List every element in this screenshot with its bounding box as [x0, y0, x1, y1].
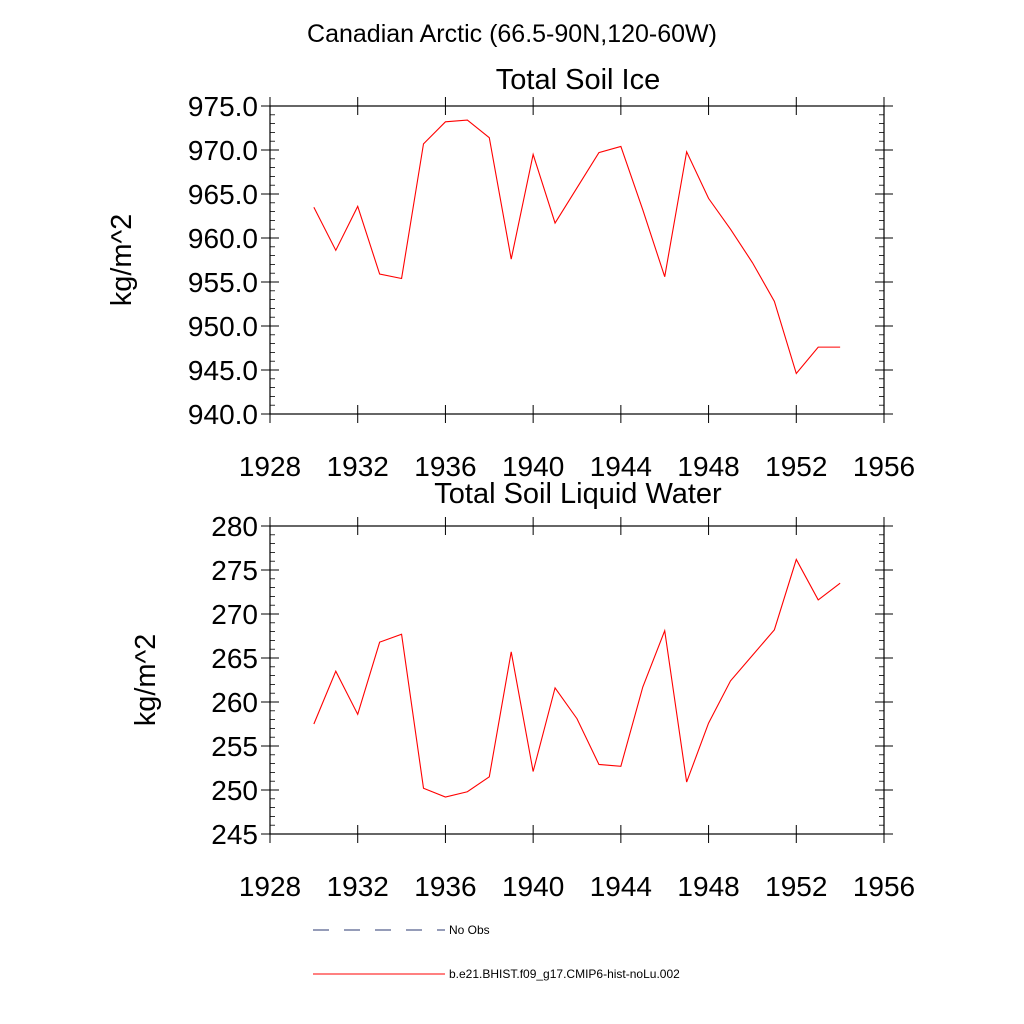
y-tick-label: 940.0 — [188, 399, 258, 430]
x-tick-label: 1932 — [327, 871, 389, 902]
panel-title: Total Soil Liquid Water — [434, 478, 722, 510]
y-tick-label: 975.0 — [188, 91, 258, 122]
x-tick-label: 1940 — [502, 871, 564, 902]
y-axis: 245 250 255 260 265 270 275 280 — [211, 511, 893, 850]
x-tick-label: 1928 — [239, 871, 301, 902]
legend-entry-model-run: b.e21.BHIST.f09_g17.CMIP6-hist-noLu.002 — [313, 967, 680, 981]
x-axis: 1928 1932 1936 1940 1944 1948 1952 1956 — [239, 97, 915, 482]
series-group — [313, 119, 841, 375]
x-tick-label: 1936 — [414, 871, 476, 902]
y-tick-label: 950.0 — [188, 311, 258, 342]
x-tick-label: 1952 — [765, 871, 827, 902]
x-tick-label: 1952 — [765, 451, 827, 482]
panel-total-soil-liquid-water: Total Soil Liquid Water 2452502552602652… — [130, 478, 915, 902]
legend-entry-no-obs: No Obs — [313, 923, 490, 937]
x-tick-label: 1948 — [677, 871, 739, 902]
x-tick-label: 1932 — [327, 451, 389, 482]
y-tick-label: 965.0 — [188, 179, 258, 210]
y-tick-label: 960.0 — [188, 223, 258, 254]
x-axis: 1928 1932 1936 1940 1944 1948 1952 1956 — [239, 517, 915, 902]
y-axis-label: kg/m^2 — [106, 214, 138, 307]
y-tick-label: 280 — [211, 511, 258, 542]
figure-suptitle: Canadian Arctic (66.5-90N,120-60W) — [307, 20, 717, 48]
y-tick-label: 970.0 — [188, 135, 258, 166]
panel-total-soil-ice: Total Soil Ice 940.0 945.0 950.0 955.0 960.0… — [106, 64, 915, 482]
series-group — [313, 558, 841, 798]
y-axis: 940.0 945.0 950.0 955.0 960.0 965.0 970.0 975.0 — [188, 91, 893, 430]
x-tick-label: 1936 — [414, 451, 476, 482]
plot-frame — [269, 525, 885, 835]
y-tick-label: 265 — [211, 643, 258, 674]
x-tick-label: 1956 — [853, 451, 915, 482]
y-tick-label: 260 — [211, 687, 258, 718]
x-tick-label: 1944 — [590, 451, 652, 482]
y-tick-label: 250 — [211, 775, 258, 806]
legend-label: No Obs — [449, 923, 490, 937]
plot-frame — [269, 105, 885, 415]
y-tick-label: 270 — [211, 599, 258, 630]
y-tick-label: 955.0 — [188, 267, 258, 298]
x-tick-label: 1956 — [853, 871, 915, 902]
panel-title: Total Soil Ice — [496, 64, 660, 96]
legend: No Obs b.e21.BHIST.f09_g17.CMIP6-hist-no… — [313, 923, 680, 981]
x-tick-label: 1940 — [502, 451, 564, 482]
y-axis-label: kg/m^2 — [130, 634, 162, 727]
y-tick-label: 945.0 — [188, 355, 258, 386]
x-tick-label: 1948 — [677, 451, 739, 482]
x-tick-label: 1928 — [239, 451, 301, 482]
legend-label: b.e21.BHIST.f09_g17.CMIP6-hist-noLu.002 — [449, 967, 680, 981]
series-line — [313, 558, 841, 798]
y-tick-label: 245 — [211, 819, 258, 850]
y-tick-label: 275 — [211, 555, 258, 586]
x-tick-label: 1944 — [590, 871, 652, 902]
y-tick-label: 255 — [211, 731, 258, 762]
series-line — [313, 119, 841, 375]
